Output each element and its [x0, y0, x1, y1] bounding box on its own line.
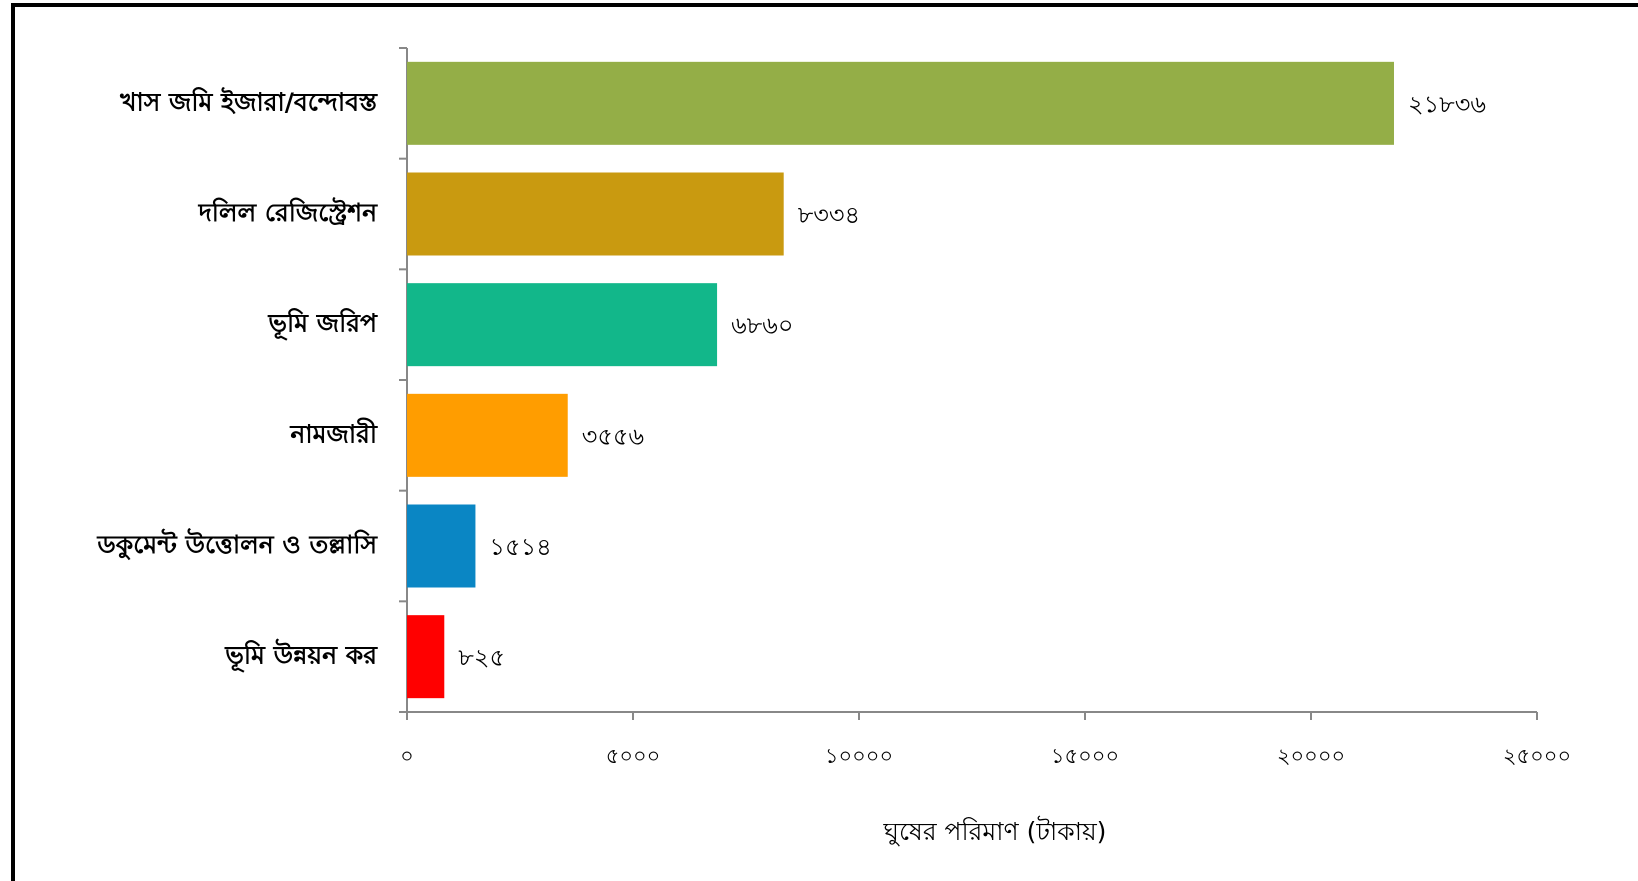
data-label: ৩৫৫৬: [582, 422, 644, 450]
x-tick-label: ১০০০০: [825, 744, 893, 768]
y-tick-label: খাস জমি ইজারা/বন্দোবস্ত: [119, 86, 378, 116]
x-tick-label: ২৫০০০: [1503, 744, 1571, 768]
data-label: ৬৮৬০: [731, 312, 793, 340]
frame: [11, 3, 1638, 881]
data-label: ৮২৫: [458, 644, 505, 672]
x-tick-label: ০: [400, 744, 414, 768]
bar: [407, 61, 1394, 145]
x-tick-label: ১৫০০০: [1051, 744, 1119, 768]
bar: [407, 172, 784, 256]
y-tick-label: নামজারী: [289, 417, 377, 448]
bar: [407, 393, 568, 477]
bar: [407, 615, 445, 699]
data-label: ২১৮৩৬: [1408, 90, 1486, 118]
y-tick-label: ডকুমেন্ট উত্তোলন ও তল্লাসি: [96, 528, 378, 561]
x-tick-label: ৫০০০: [606, 744, 661, 768]
y-tick-label: ভূমি উন্নয়ন কর: [224, 639, 378, 673]
bar: [407, 504, 476, 588]
x-tick-label: ২০০০০: [1277, 744, 1345, 768]
data-label: ১৫১৪: [489, 533, 551, 561]
y-tick-label: দলিল রেজিস্ট্রেশন: [198, 197, 378, 227]
bar: [407, 283, 718, 367]
x-axis-label: ঘুষের পরিমাণ (টাকায়): [883, 816, 1107, 847]
data-label: ৮৩৩৪: [798, 201, 860, 229]
y-tick-label: ভূমি জরিপ: [267, 308, 378, 341]
